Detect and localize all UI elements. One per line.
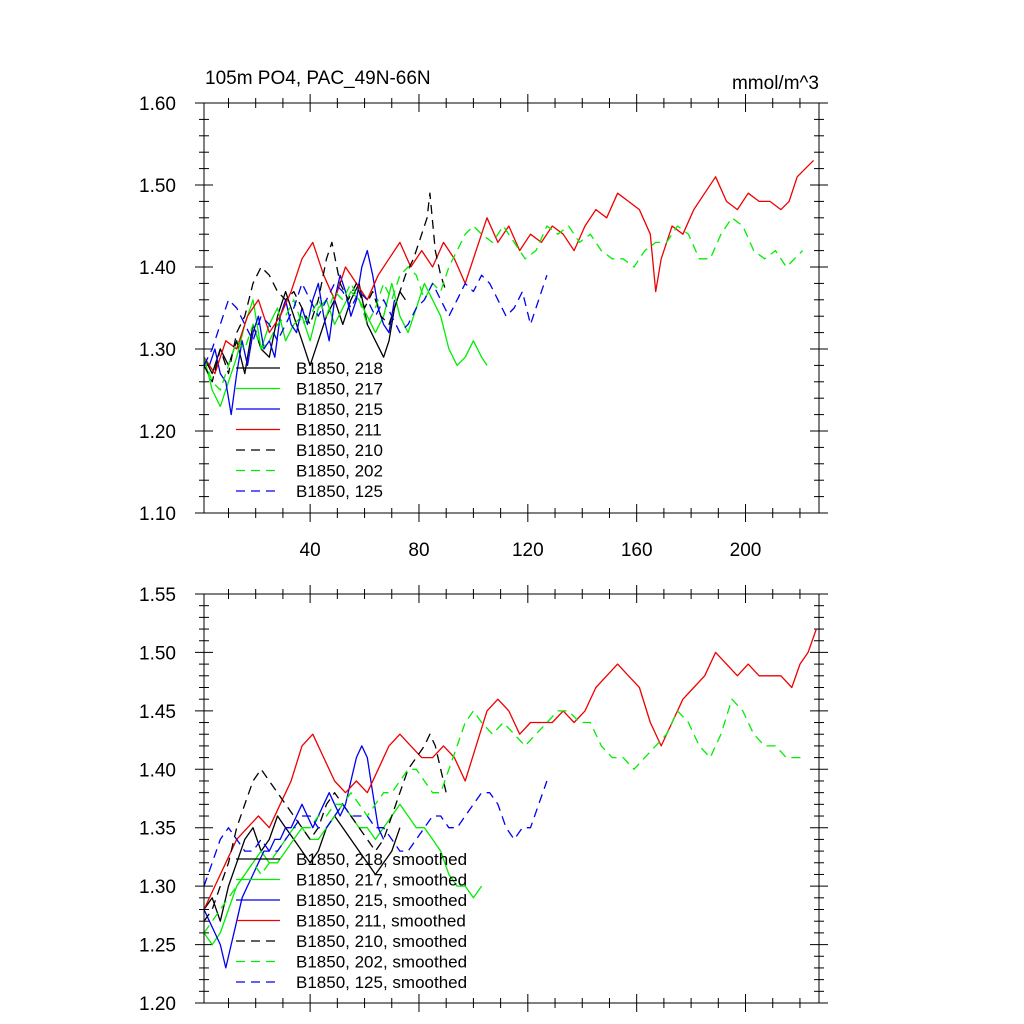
y-tick-label: 1.20 (139, 994, 176, 1015)
legend-label-6: B1850, 202 (296, 462, 383, 481)
y-tick-label: 1.50 (139, 643, 176, 664)
chart-title: 105m PO4, PAC_49N-66N (205, 68, 431, 89)
legend-label-7: B1850, 125, smoothed (296, 973, 467, 992)
x-tick-label: 200 (730, 540, 762, 561)
series-line-1 (203, 282, 406, 375)
y-tick-label: 1.30 (139, 877, 176, 898)
y-tick-label: 1.10 (139, 504, 176, 525)
y-tick-label: 1.25 (139, 936, 176, 957)
legend-label-1: B1850, 218 (296, 359, 383, 378)
legend-label-5: B1850, 210, smoothed (296, 932, 467, 951)
series-line-3 (203, 249, 396, 416)
legend-label-3: B1850, 215, smoothed (296, 891, 467, 910)
legend-label-6: B1850, 202, smoothed (296, 953, 467, 972)
legend-label-3: B1850, 215 (296, 400, 383, 419)
y-tick-label: 1.45 (139, 702, 176, 723)
series-line-5 (203, 733, 447, 922)
series-line-7 (203, 780, 548, 887)
series-line-6 (203, 698, 803, 934)
y-tick-label: 1.35 (139, 819, 176, 840)
series-line-3 (203, 745, 385, 969)
y-tick-label: 1.60 (139, 94, 176, 115)
legend-label-4: B1850, 211 (296, 421, 382, 440)
y-tick-label: 1.50 (139, 176, 176, 197)
legend-label-2: B1850, 217, smoothed (296, 871, 467, 890)
y-tick-label: 1.20 (139, 422, 176, 443)
series-line-5 (203, 192, 447, 383)
legend-label-4: B1850, 211, smoothed (296, 912, 466, 931)
y-tick-label: 1.55 (139, 585, 176, 606)
bottom-panel: 1.20 1.25 1.30 1.35 1.40 1.45 1.50 1.55 B1850, 2… (139, 585, 828, 1015)
x-tick-label: 80 (408, 540, 429, 561)
top-panel: 105m PO4, PAC_49N-66N mmol/m^3 1.10 1.20 1… (139, 68, 828, 561)
series-line-1 (203, 815, 401, 922)
plot-frame (203, 102, 820, 514)
series-line-7 (203, 274, 548, 366)
series-line-4 (203, 159, 815, 375)
legend-label-5: B1850, 210 (296, 441, 383, 460)
x-tick-label: 40 (300, 540, 321, 561)
x-tick-label: 160 (621, 540, 653, 561)
units-label: mmol/m^3 (732, 73, 819, 94)
series-line-6 (203, 217, 804, 391)
y-tick-label: 1.40 (139, 760, 176, 781)
y-tick-label: 1.30 (139, 340, 176, 361)
x-tick-label: 120 (512, 540, 544, 561)
legend-label-2: B1850, 217 (296, 380, 383, 399)
series-line-4 (203, 628, 817, 910)
plot-frame (203, 593, 820, 1004)
legend-label-1: B1850, 218, smoothed (296, 850, 467, 869)
y-tick-label: 1.40 (139, 258, 176, 279)
legend-label-7: B1850, 125 (296, 482, 383, 501)
